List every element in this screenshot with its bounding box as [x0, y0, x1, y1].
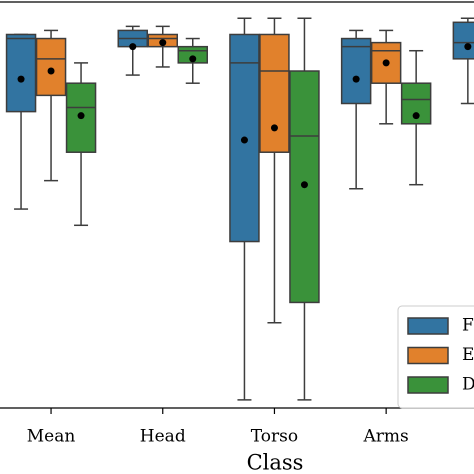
box [259, 33, 290, 153]
mean-dot [17, 75, 25, 83]
mean-dot [47, 67, 55, 75]
mean-dot [129, 43, 137, 51]
box [452, 21, 474, 60]
legend-swatch [407, 346, 449, 365]
mean-dot [77, 112, 85, 120]
legend-swatch [407, 317, 449, 335]
legend: FED [397, 305, 474, 409]
x-tick-label: Arms [363, 427, 409, 447]
mean-dot [240, 136, 248, 144]
legend-label: E [462, 345, 474, 365]
x-tick-label: Mean [27, 427, 76, 447]
x-axis-label: Class [247, 451, 304, 474]
x-tick-label: Torso [251, 427, 298, 447]
box [5, 33, 37, 113]
legend-label: D [462, 375, 474, 395]
x-tick-label: Head [140, 427, 186, 447]
legend-swatch [407, 376, 449, 394]
legend-label: F [462, 316, 474, 336]
box [35, 37, 67, 97]
mean-dot [382, 59, 390, 67]
mean-dot [300, 181, 308, 189]
mean-dot [189, 55, 197, 63]
mean-dot [464, 43, 472, 51]
mean-dot [159, 39, 167, 47]
mean-dot [412, 112, 420, 120]
mean-dot [270, 124, 278, 132]
mean-dot [352, 75, 360, 83]
box [340, 37, 372, 105]
